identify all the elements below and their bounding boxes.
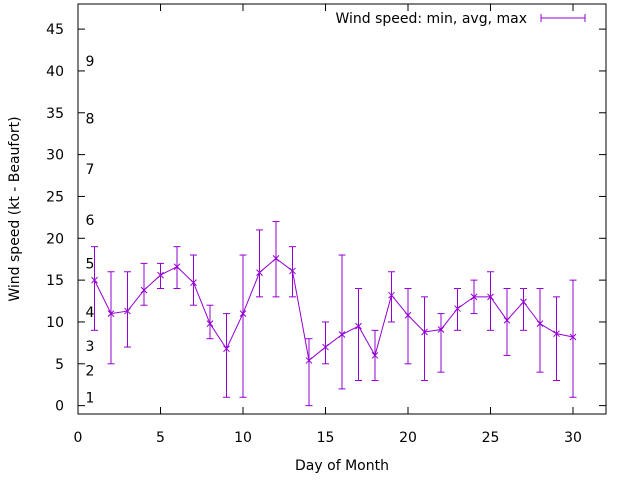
avg-point — [503, 316, 511, 324]
plot-frame — [77, 3, 607, 415]
avg-point — [338, 331, 346, 338]
avg-point — [190, 279, 197, 286]
avg-point — [388, 291, 395, 299]
avg-point — [206, 320, 214, 327]
axis-ticks — [77, 4, 606, 414]
beaufort-label: 4 — [86, 305, 95, 321]
avg-point — [355, 322, 362, 330]
y-tick-label: 5 — [55, 357, 64, 373]
x-tick-label: 20 — [399, 430, 417, 446]
error-bars — [91, 221, 577, 407]
beaufort-label: 7 — [86, 162, 95, 178]
avg-point — [404, 311, 412, 319]
avg-point — [454, 305, 461, 312]
legend-label: Wind speed: min, avg, max — [335, 11, 527, 27]
avg-point — [470, 293, 478, 301]
avg-point — [305, 357, 313, 364]
x-axis-label: Day of Month — [295, 458, 389, 474]
avg-point-markers — [91, 255, 577, 364]
x-tick-label: 0 — [74, 430, 83, 446]
beaufort-label: 3 — [86, 339, 95, 355]
avg-point — [256, 269, 263, 276]
avg-series-line — [94, 257, 574, 362]
avg-point — [536, 320, 544, 327]
beaufort-label: 1 — [86, 390, 95, 406]
avg-point — [107, 310, 115, 317]
y-tick-label: 30 — [46, 148, 64, 164]
legend: Wind speed: min, avg, max — [335, 11, 586, 27]
avg-point — [569, 333, 577, 341]
avg-point — [553, 330, 560, 338]
y-tick-label: 45 — [46, 22, 64, 38]
avg-point — [322, 343, 329, 351]
avg-point — [371, 352, 379, 359]
avg-point — [437, 326, 445, 333]
x-tick-label: 5 — [156, 430, 165, 446]
avg-point — [289, 267, 296, 275]
beaufort-label: 8 — [86, 112, 95, 128]
beaufort-scale: 1 2 3 4 5 6 7 8 9 — [86, 54, 95, 406]
y-tick-label: 35 — [46, 106, 64, 122]
legend-sample — [540, 14, 586, 22]
beaufort-label: 6 — [86, 213, 95, 229]
x-tick-label: 30 — [564, 430, 582, 446]
y-tick-label: 15 — [46, 273, 64, 289]
avg-point — [272, 255, 280, 262]
y-tick-label: 10 — [46, 315, 64, 331]
x-tick-label: 10 — [234, 430, 252, 446]
avg-point — [520, 298, 527, 306]
x-tick-label: 25 — [482, 430, 500, 446]
beaufort-label: 5 — [86, 256, 95, 272]
y-tick-label: 25 — [46, 189, 64, 205]
avg-point — [239, 310, 247, 317]
avg-point — [124, 307, 131, 315]
avg-point — [421, 328, 428, 336]
y-tick-label: 40 — [46, 64, 64, 80]
y-tick-label: 0 — [55, 399, 64, 415]
avg-point — [140, 286, 148, 294]
avg-point — [173, 263, 181, 271]
x-tick-label: 15 — [317, 430, 335, 446]
beaufort-label: 9 — [86, 54, 95, 70]
beaufort-label: 2 — [86, 363, 95, 379]
y-axis-label: Wind speed (kt - Beaufort) — [7, 116, 23, 301]
avg-point — [487, 293, 494, 301]
avg-point — [157, 271, 164, 279]
avg-point — [91, 276, 98, 284]
avg-point — [223, 345, 230, 353]
y-tick-label: 20 — [46, 231, 64, 247]
